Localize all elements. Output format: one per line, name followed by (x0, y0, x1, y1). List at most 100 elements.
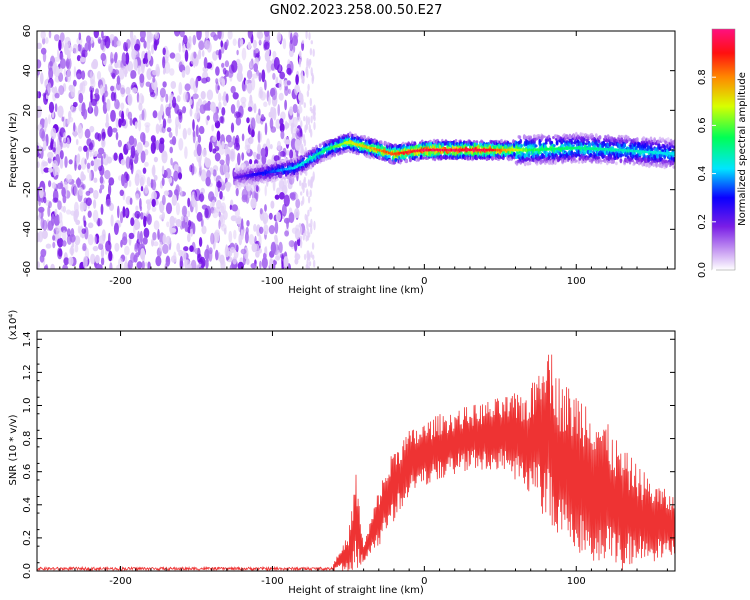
noise-blob (254, 243, 260, 253)
noise-blob (172, 96, 177, 108)
noise-blob (210, 232, 215, 245)
noise-blob (300, 99, 303, 105)
noise-blob (157, 228, 160, 240)
noise-blob (178, 249, 184, 257)
noise-blob (105, 198, 112, 207)
signal-blob (543, 135, 546, 138)
noise-blob (74, 209, 80, 218)
noise-blob (130, 70, 137, 79)
noise-blob (54, 103, 58, 113)
noise-blob (100, 52, 107, 62)
noise-blob (76, 55, 81, 62)
noise-blob (152, 76, 156, 83)
signal-blob (275, 178, 279, 181)
noise-blob (93, 31, 99, 39)
noise-blob (37, 232, 41, 243)
noise-blob (286, 80, 291, 86)
noise-blob (206, 89, 214, 101)
noise-blob (165, 93, 169, 103)
noise-blob (230, 85, 236, 94)
noise-blob (70, 228, 75, 238)
noise-blob (135, 205, 139, 212)
noise-blob (120, 159, 126, 166)
signal-blob (583, 150, 586, 155)
noise-blob (221, 62, 225, 68)
noise-blob (131, 38, 134, 51)
noise-blob (62, 264, 68, 269)
noise-blob (122, 65, 127, 74)
noise-blob (284, 99, 287, 111)
noise-blob (205, 258, 209, 269)
noise-blob (78, 32, 82, 41)
noise-blob (312, 105, 315, 114)
noise-blob (162, 81, 167, 88)
signal-blob (599, 161, 603, 165)
noise-blob (88, 40, 91, 52)
signal-blob (384, 141, 388, 146)
noise-blob (189, 107, 193, 117)
noise-blob (120, 239, 123, 248)
noise-blob (286, 149, 290, 156)
noise-blob (124, 255, 128, 268)
noise-blob (148, 33, 154, 40)
noise-blob (125, 173, 130, 182)
noise-blob (309, 206, 312, 212)
noise-blob (192, 130, 196, 144)
noise-blob (246, 220, 250, 227)
noise-blob (125, 208, 128, 217)
noise-blob (218, 101, 222, 110)
signal-blob (623, 143, 626, 148)
noise-blob (175, 219, 182, 227)
noise-blob (149, 91, 156, 98)
signal-blob (354, 134, 358, 137)
noise-blob (97, 217, 101, 227)
signal-blob (626, 156, 630, 159)
noise-blob (145, 199, 151, 205)
noise-blob (270, 241, 277, 254)
noise-blob (50, 140, 54, 150)
noise-blob (165, 235, 171, 245)
noise-blob (54, 56, 60, 62)
noise-blob (176, 242, 181, 253)
noise-blob (219, 159, 225, 165)
noise-blob (85, 190, 91, 196)
signal-blob (518, 135, 522, 139)
noise-blob (153, 220, 160, 231)
noise-blob (87, 222, 94, 229)
noise-blob (246, 258, 250, 266)
noise-blob (93, 150, 99, 157)
noise-blob (291, 122, 294, 129)
noise-blob (105, 113, 109, 126)
noise-blob (307, 83, 310, 92)
signal-blob (491, 156, 495, 161)
noise-blob (294, 250, 298, 258)
signal-blob (551, 152, 554, 157)
noise-blob (63, 257, 70, 266)
noise-blob (45, 243, 52, 249)
noise-blob (261, 69, 266, 83)
noise-blob (306, 58, 309, 64)
noise-blob (163, 190, 170, 196)
noise-blob (91, 98, 97, 107)
noise-blob (220, 202, 226, 215)
noise-blob (153, 156, 158, 163)
noise-blob (301, 39, 305, 44)
noise-blob (218, 252, 221, 262)
noise-blob (98, 166, 103, 172)
noise-blob (308, 32, 311, 41)
noise-blob (263, 41, 270, 50)
noise-blob (174, 52, 181, 63)
noise-blob (248, 234, 255, 245)
noise-blob (146, 39, 151, 51)
signal-blob (463, 156, 467, 161)
noise-blob (227, 31, 233, 40)
signal-blob (665, 159, 668, 164)
noise-blob (90, 160, 95, 167)
noise-blob (165, 49, 170, 59)
noise-blob (147, 261, 151, 269)
noise-blob (173, 164, 179, 173)
noise-blob (192, 34, 197, 46)
noise-blob (125, 52, 130, 65)
noise-blob (51, 182, 57, 189)
noise-blob (268, 225, 275, 235)
